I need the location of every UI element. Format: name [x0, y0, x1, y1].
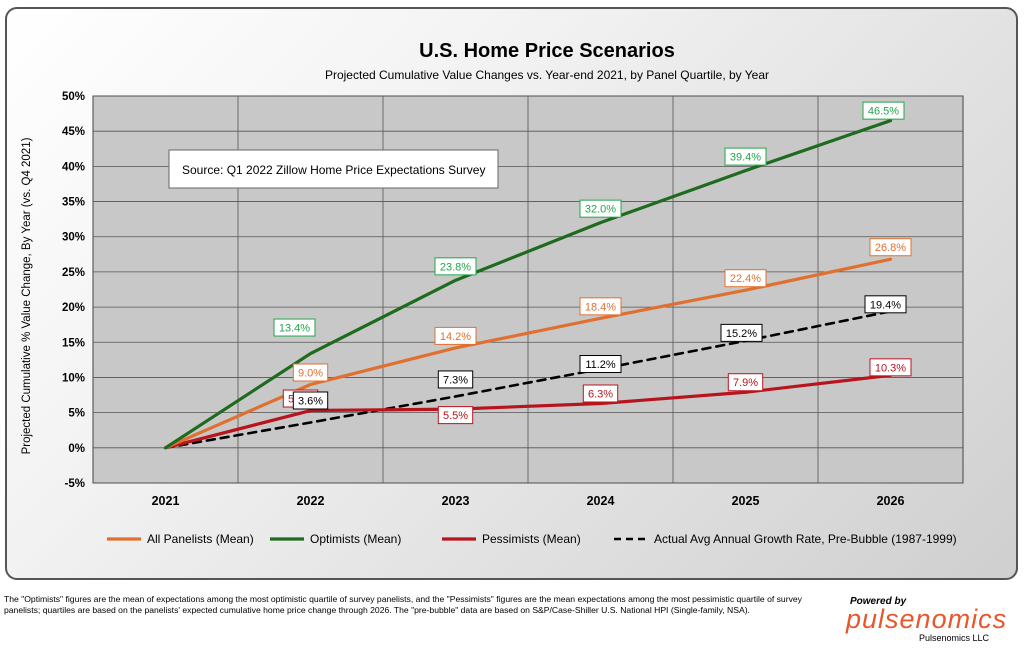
data-label: 22.4% [730, 273, 761, 285]
series-line-3 [164, 310, 892, 450]
pulsenomics-logo: pulsenomics [846, 604, 1008, 634]
y-tick-label: 0% [68, 443, 85, 455]
y-tick-label: 35% [62, 197, 85, 209]
x-tick-label: 2024 [587, 494, 615, 508]
y-tick-label: 15% [62, 337, 85, 349]
x-tick-label: 2026 [877, 494, 905, 508]
y-tick-label: 25% [62, 267, 85, 279]
data-label-box [437, 406, 474, 425]
data-label: 9.0% [298, 367, 323, 379]
legend-label: All Panelists (Mean) [147, 532, 254, 546]
data-label: 6.3% [588, 388, 613, 400]
data-label: 14.2% [440, 331, 471, 343]
y-tick-label: -5% [65, 478, 85, 490]
data-label-box [582, 384, 619, 403]
data-label-box [727, 373, 764, 392]
legend-label: Pessimists (Mean) [482, 532, 581, 546]
chart-panel: U.S. Home Price Scenarios Projected Cumu… [5, 7, 1018, 580]
data-label: 13.4% [279, 323, 310, 335]
series-line-2 [163, 373, 893, 450]
y-tick-label: 5% [68, 408, 85, 420]
data-label: 11.2% [585, 359, 616, 371]
powered-by-label: Powered by [850, 596, 907, 607]
source-annotation-text: Source: Q1 2022 Zillow Home Price Expect… [182, 163, 485, 177]
data-label-box [579, 355, 622, 374]
data-label: 19.4% [870, 299, 901, 311]
data-label-box [862, 101, 905, 120]
data-label-box [292, 391, 329, 410]
y-tick-label: 10% [62, 372, 85, 384]
data-label-box [292, 363, 329, 382]
data-label-box [579, 297, 622, 316]
data-label: 7.9% [733, 377, 758, 389]
series-line-1 [163, 119, 893, 450]
legend-label: Actual Avg Annual Growth Rate, Pre-Bubbl… [654, 532, 957, 546]
data-label-box [869, 358, 912, 377]
data-label: 46.5% [868, 106, 899, 118]
data-label: 7.3% [443, 374, 468, 386]
data-label-box [724, 269, 767, 288]
x-tick-label: 2022 [297, 494, 325, 508]
chart: U.S. Home Price Scenarios Projected Cumu… [21, 40, 964, 546]
data-label: 39.4% [730, 152, 761, 164]
data-label: 23.8% [440, 261, 471, 273]
data-label-box [720, 323, 763, 342]
data-label: 15.2% [726, 328, 757, 340]
x-tick-label: 2025 [732, 494, 760, 508]
company-name: Pulsenomics LLC [919, 633, 990, 643]
y-tick-label: 20% [62, 302, 85, 314]
data-label: 18.4% [585, 301, 616, 313]
data-label: 32.0% [585, 204, 616, 216]
legend: All Panelists (Mean) Optimists (Mean) Pess… [107, 532, 957, 546]
chart-title: U.S. Home Price Scenarios [419, 40, 675, 62]
data-label: 10.3% [875, 362, 906, 374]
chart-subtitle: Projected Cumulative Value Changes vs. Y… [325, 68, 769, 82]
legend-label: Optimists (Mean) [310, 532, 401, 546]
data-label-box [869, 238, 912, 257]
y-tick-label: 50% [62, 91, 85, 103]
y-tick-label: 45% [62, 126, 85, 138]
data-label-box [434, 257, 477, 276]
data-label: 5.5% [443, 410, 468, 422]
data-label-box [273, 318, 316, 337]
y-tick-label: 40% [62, 161, 85, 173]
source-annotation: Source: Q1 2022 Zillow Home Price Expect… [168, 149, 499, 189]
data-label-box [724, 147, 767, 166]
y-axis-title: Projected Cumulative % Value Change, By … [21, 137, 33, 454]
data-label-box [579, 199, 622, 218]
y-tick-label: 30% [62, 232, 85, 244]
x-tick-label: 2021 [152, 494, 180, 508]
data-label: 26.8% [875, 242, 906, 254]
footnote: The "Optimists" figures are the mean of … [4, 594, 802, 615]
data-label-box [864, 295, 907, 314]
data-label-box [437, 370, 474, 389]
x-tick-label: 2023 [442, 494, 470, 508]
data-label-box [434, 326, 477, 345]
data-label: 3.6% [298, 395, 323, 407]
